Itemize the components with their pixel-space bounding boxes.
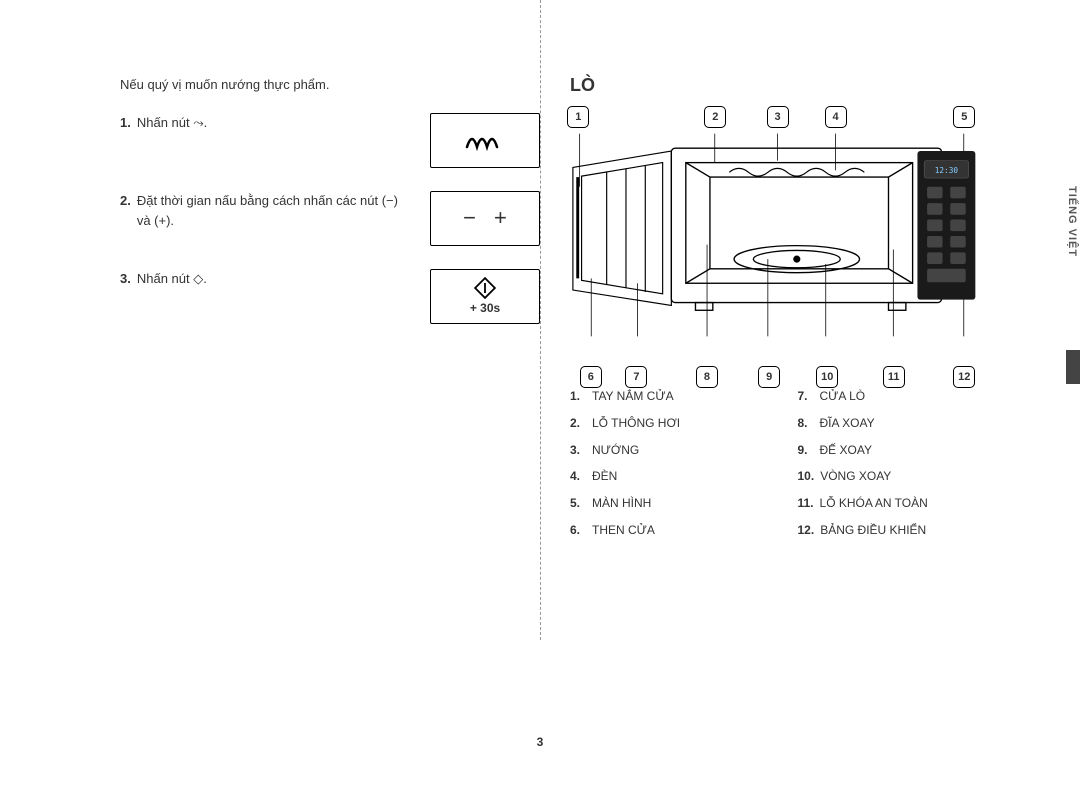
legend-text: ĐÈN <box>592 468 617 485</box>
legend-num: 4. <box>570 468 586 485</box>
legend-row: 2. LỖ THÔNG HƠI <box>570 415 758 432</box>
callout-3: 3 <box>767 106 789 128</box>
legend-text: BẢNG ĐIỀU KHIỂN <box>820 522 926 539</box>
oven-diagram: 1 2 3 4 5 <box>570 106 985 366</box>
legend: 1. TAY NẮM CỬA 2. LỖ THÔNG HƠI 3. NƯỚNG 4. ĐÈN 5… <box>570 388 985 549</box>
legend-text: ĐĨA XOAY <box>820 415 875 432</box>
plus-icon: + <box>494 205 507 231</box>
oven-svg: 12:30 <box>570 130 985 340</box>
legend-text: ĐẾ XOAY <box>820 442 872 459</box>
start-icon <box>474 277 496 299</box>
grill-button-illustration <box>430 113 540 168</box>
callout-2: 2 <box>704 106 726 128</box>
legend-row: 3. NƯỚNG <box>570 442 758 459</box>
step-num: 2. <box>120 191 131 233</box>
legend-row: 6. THEN CỬA <box>570 522 758 539</box>
legend-row: 4. ĐÈN <box>570 468 758 485</box>
step-num: 3. <box>120 269 131 290</box>
language-tab: TIẾNG VIỆT <box>1064 180 1080 263</box>
callout-7: 7 <box>625 366 647 388</box>
legend-text: CỬA LÒ <box>820 388 866 405</box>
column-divider <box>540 0 541 640</box>
left-column: Nếu quý vị muốn nướng thực phẩm. 1. Nhấn… <box>120 75 540 715</box>
step-text: Nhấn nút ⤳. <box>137 113 412 134</box>
step-text: Đặt thời gian nấu bằng cách nhấn các nút… <box>137 191 412 233</box>
right-column: LÒ 12345 <box>570 75 985 715</box>
legend-text: NƯỚNG <box>592 442 639 459</box>
panel-display-text: 12:30 <box>935 166 959 175</box>
legend-row: 11. LỖ KHÓA AN TOÀN <box>798 495 986 512</box>
legend-num: 11. <box>798 495 814 512</box>
edge-tab-mark <box>1066 350 1080 384</box>
legend-num: 3. <box>570 442 586 459</box>
step-num: 1. <box>120 113 131 134</box>
step-2: 2. Đặt thời gian nấu bằng cách nhấn các … <box>120 191 540 249</box>
legend-num: 6. <box>570 522 586 539</box>
step-3: 3. Nhấn nút ◇. + 30s <box>120 269 540 327</box>
legend-left: 1. TAY NẮM CỬA 2. LỖ THÔNG HƠI 3. NƯỚNG 4. ĐÈN 5… <box>570 388 758 549</box>
minus-icon: − <box>463 205 476 231</box>
legend-num: 5. <box>570 495 586 512</box>
legend-num: 9. <box>798 442 814 459</box>
oven-heading: LÒ <box>570 75 985 96</box>
legend-row: 5. MÀN HÌNH <box>570 495 758 512</box>
legend-num: 12. <box>798 522 815 539</box>
callout-12: 12 <box>953 366 975 388</box>
wave-icon <box>465 127 505 153</box>
intro-text: Nếu quý vị muốn nướng thực phẩm. <box>120 75 540 95</box>
legend-num: 2. <box>570 415 586 432</box>
callout-4: 4 <box>825 106 847 128</box>
plus-minus-button-illustration: − + <box>430 191 540 246</box>
start-sub-label: + 30s <box>470 301 500 315</box>
legend-row: 7. CỬA LÒ <box>798 388 986 405</box>
legend-num: 10. <box>798 468 815 485</box>
legend-text: VÒNG XOAY <box>820 468 891 485</box>
legend-row: 12. BẢNG ĐIỀU KHIỂN <box>798 522 986 539</box>
legend-row: 8. ĐĨA XOAY <box>798 415 986 432</box>
callout-1: 1 <box>567 106 589 128</box>
legend-num: 1. <box>570 388 586 405</box>
legend-text: THEN CỬA <box>592 522 655 539</box>
page-number: 3 <box>537 735 544 749</box>
callout-8: 8 <box>696 366 718 388</box>
legend-text: LỖ KHÓA AN TOÀN <box>820 495 928 512</box>
callout-5: 5 <box>953 106 975 128</box>
start-button-illustration: + 30s <box>430 269 540 324</box>
legend-num: 7. <box>798 388 814 405</box>
callout-6: 6 <box>580 366 602 388</box>
legend-row: 9. ĐẾ XOAY <box>798 442 986 459</box>
legend-text: MÀN HÌNH <box>592 495 651 512</box>
legend-row: 10. VÒNG XOAY <box>798 468 986 485</box>
legend-num: 8. <box>798 415 814 432</box>
legend-text: TAY NẮM CỬA <box>592 388 674 405</box>
step-1: 1. Nhấn nút ⤳. <box>120 113 540 171</box>
callout-10: 10 <box>816 366 838 388</box>
legend-right: 7.CỬA LÒ8.ĐĨA XOAY9.ĐẾ XOAY10.VÒNG XOAY1… <box>798 388 986 549</box>
legend-text: LỖ THÔNG HƠI <box>592 415 680 432</box>
legend-row: 1. TAY NẮM CỬA <box>570 388 758 405</box>
callout-11: 11 <box>883 366 905 388</box>
step-text: Nhấn nút ◇. <box>137 269 412 290</box>
callout-9: 9 <box>758 366 780 388</box>
